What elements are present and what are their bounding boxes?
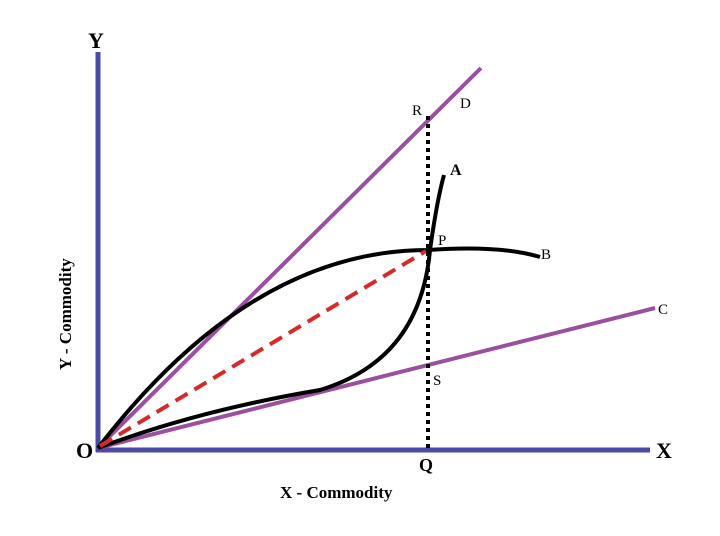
x-axis-label: X <box>656 438 672 463</box>
curve-ob <box>96 246 541 450</box>
point-p-label: P <box>438 233 446 249</box>
ray-od <box>96 66 483 450</box>
curve-oa <box>97 174 446 450</box>
dashed-ray-op <box>98 249 428 448</box>
y-title: Y - Commodity <box>56 258 75 370</box>
origin-label: O <box>76 438 93 463</box>
x-title: X - Commodity <box>280 483 393 502</box>
point-b-label: B <box>541 247 551 263</box>
y-axis-label: Y <box>88 28 104 53</box>
point-c-label: C <box>658 302 668 318</box>
point-s-label: S <box>433 373 441 389</box>
point-q-label: Q <box>419 455 433 475</box>
ray-oc <box>97 306 656 450</box>
point-d-label: D <box>460 96 471 112</box>
point-a-label: A <box>450 162 462 179</box>
point-r-label: R <box>412 103 422 119</box>
